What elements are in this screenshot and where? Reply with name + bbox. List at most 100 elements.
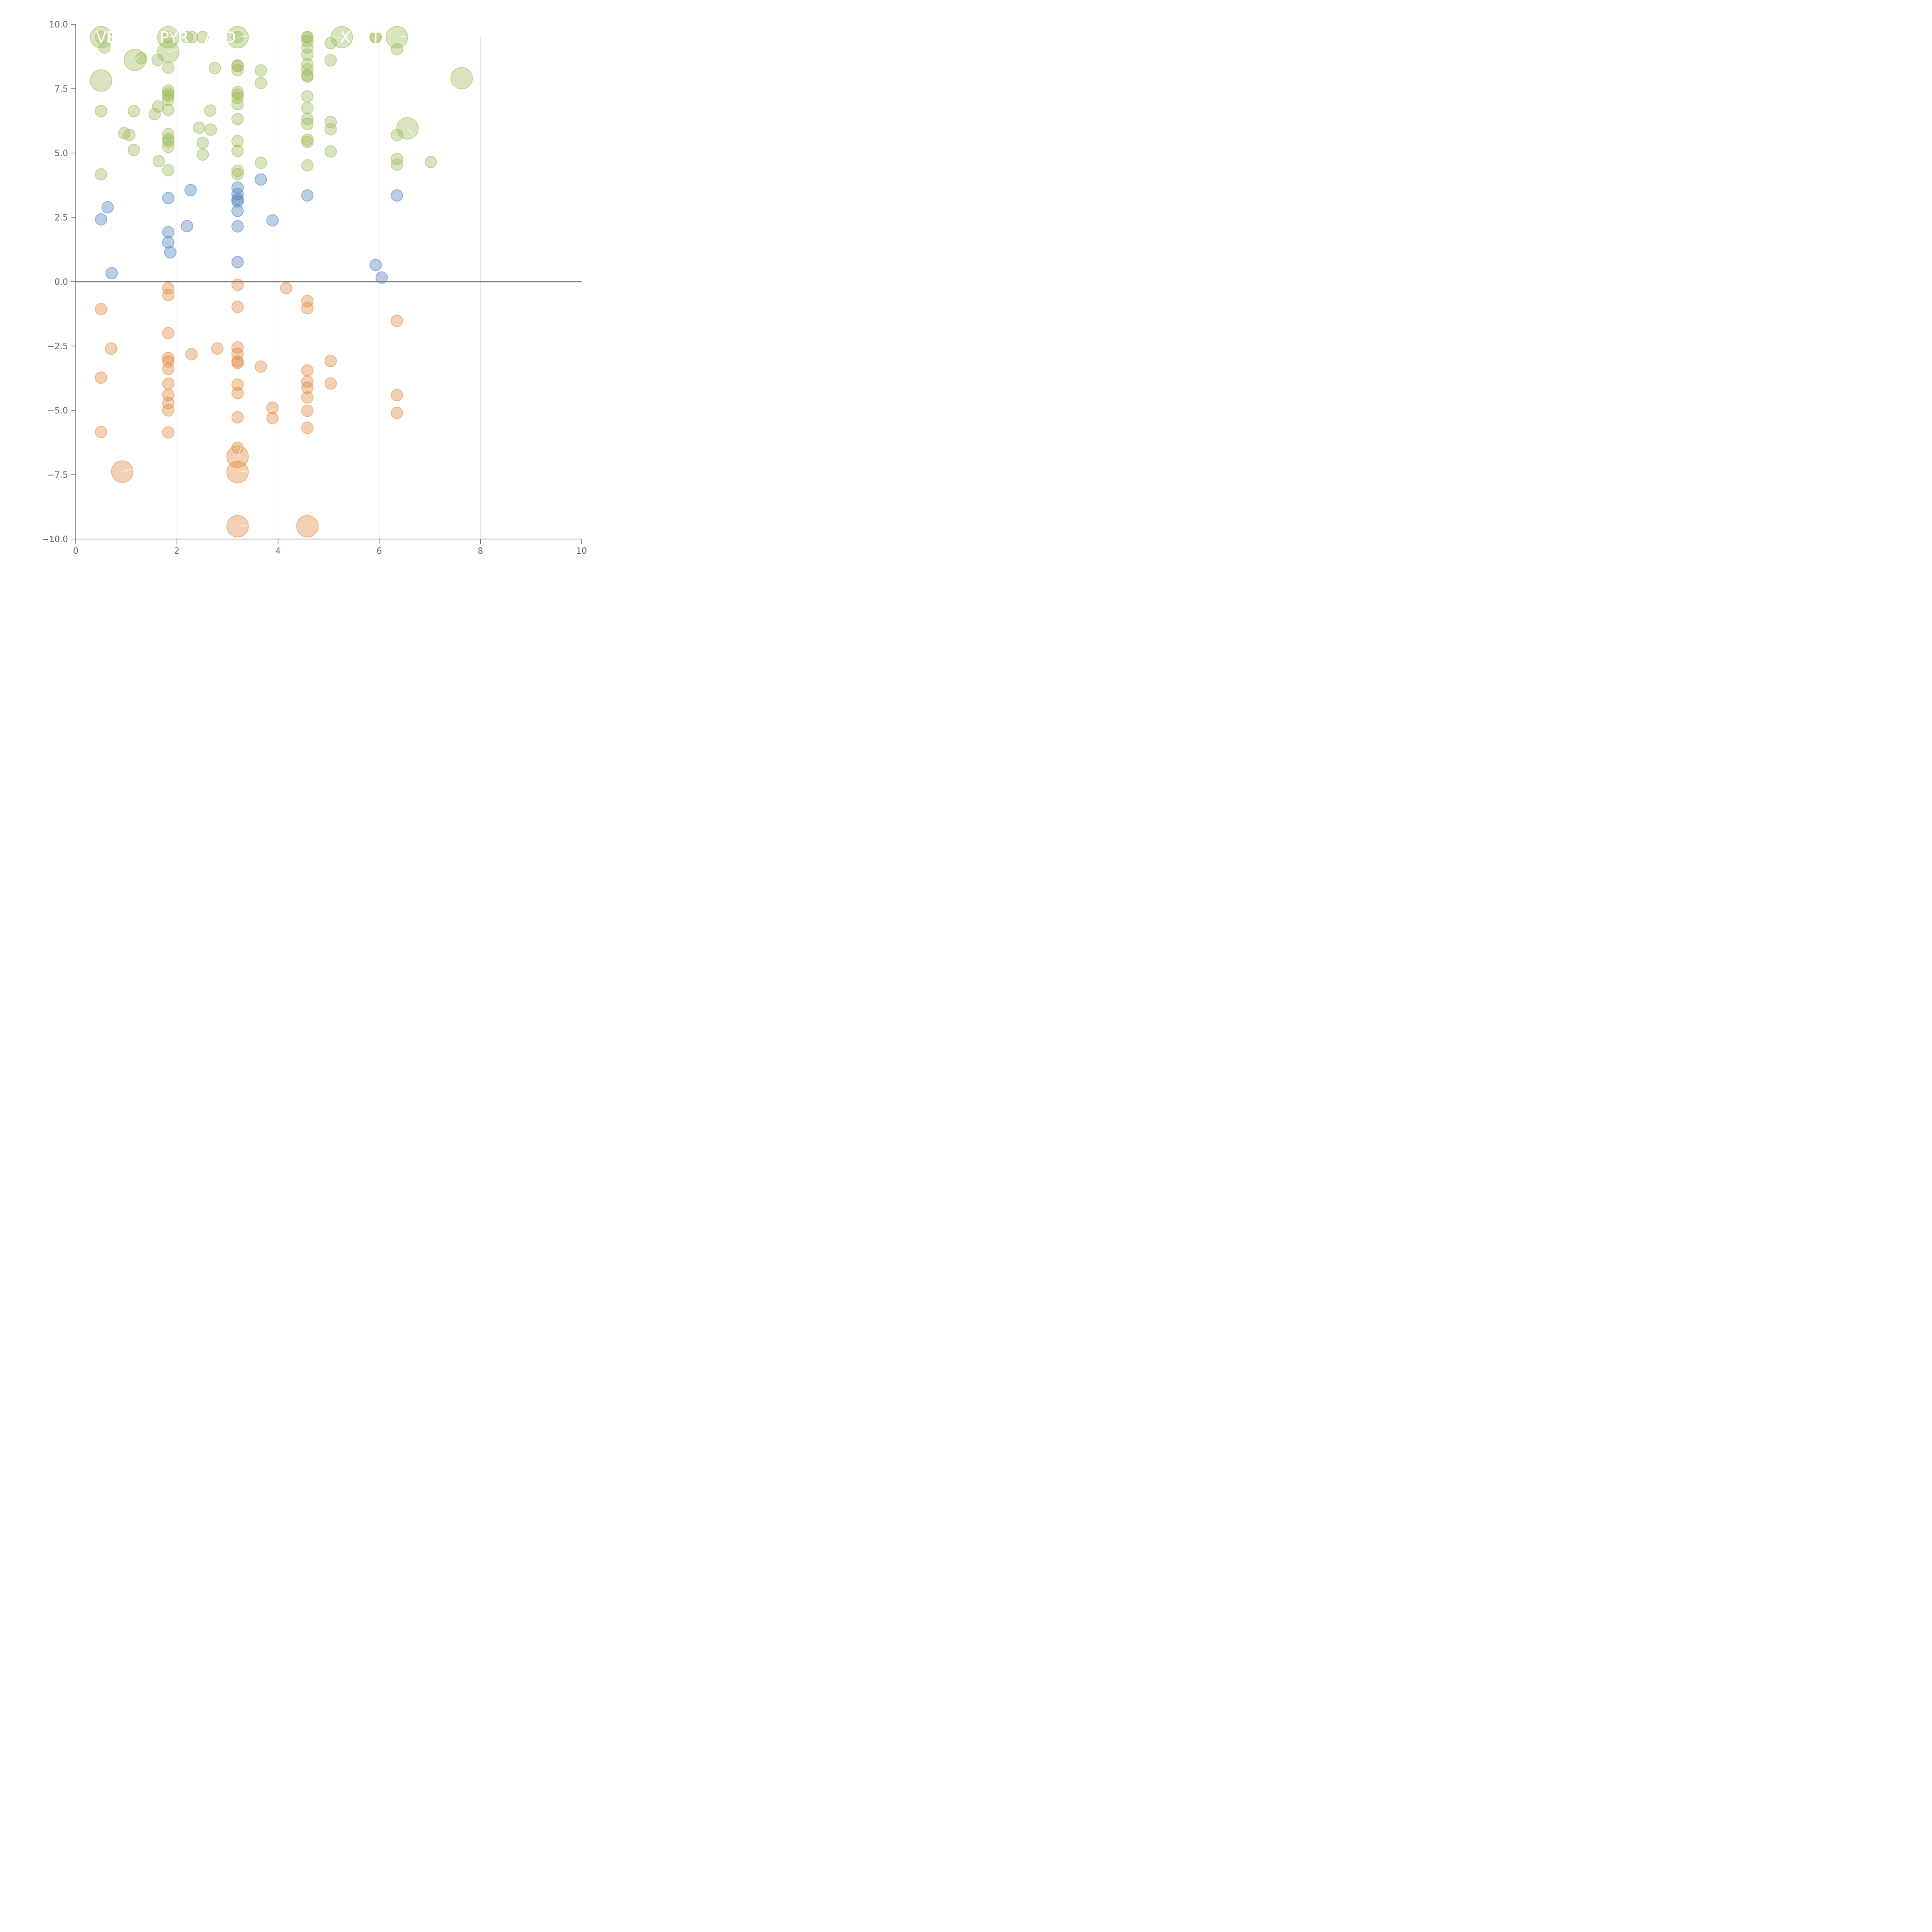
data-point-orange xyxy=(162,377,175,390)
y-tick-label: 0.0 xyxy=(54,277,68,287)
data-point-green xyxy=(391,158,403,171)
data-point-orange xyxy=(162,352,175,364)
data-point-blue xyxy=(162,226,175,239)
data-point-green xyxy=(255,64,267,77)
data-point-green xyxy=(162,61,175,74)
data-point-green xyxy=(90,69,112,92)
annotation-connector xyxy=(237,524,249,527)
data-point-green xyxy=(301,58,314,71)
data-point-orange xyxy=(231,301,244,313)
data-point-green xyxy=(98,41,111,54)
data-point-green xyxy=(186,31,199,44)
data-point-orange xyxy=(162,327,175,340)
data-point-orange xyxy=(162,282,175,294)
annotation-connector xyxy=(237,470,249,473)
data-point-blue xyxy=(255,173,267,186)
data-point-orange xyxy=(162,404,175,417)
data-point-orange xyxy=(211,342,224,355)
data-point-green xyxy=(208,62,221,75)
data-point-green xyxy=(324,116,337,128)
data-point-green xyxy=(128,105,140,117)
data-point-green xyxy=(180,31,193,44)
data-point-blue xyxy=(301,189,314,202)
data-point-green xyxy=(231,64,244,77)
data-point-orange xyxy=(231,387,244,400)
data-point-green xyxy=(301,102,314,114)
data-point-orange xyxy=(162,355,175,368)
data-point-green xyxy=(231,168,244,180)
data-point-green xyxy=(204,104,217,117)
data-point-orange xyxy=(324,355,337,367)
scatter-chart: 10.0 7.5 5.0 2.5 0.0 −2.5 −5.0 −7.5 −10.0 0 2 4 6 8 10… xyxy=(0,0,606,606)
data-point-blue xyxy=(164,246,177,259)
annotation-connector xyxy=(168,34,180,38)
data-point-orange xyxy=(301,294,314,307)
data-point-blue xyxy=(231,195,244,208)
data-point-green xyxy=(301,35,314,48)
data-point-orange xyxy=(95,303,107,316)
data-point-green xyxy=(162,141,175,153)
data-point-green xyxy=(424,156,437,168)
data-point-orange xyxy=(162,426,175,439)
data-point-orange xyxy=(296,515,319,537)
data-point-green xyxy=(162,164,175,177)
data-point-blue xyxy=(184,184,197,196)
data-point-green xyxy=(204,123,217,136)
data-point-orange xyxy=(301,364,314,377)
data-point-green xyxy=(255,156,267,169)
x-tick-label: 2 xyxy=(174,546,180,556)
data-point-orange xyxy=(95,425,107,438)
y-tick-label: −2.5 xyxy=(48,342,68,352)
data-point-green xyxy=(369,31,382,44)
data-point-orange xyxy=(231,411,244,423)
x-tick-label: 0 xyxy=(73,546,78,556)
data-point-green xyxy=(255,77,267,89)
y-tick-label: 2.5 xyxy=(54,213,68,223)
data-point-green xyxy=(231,113,244,126)
data-point-orange xyxy=(231,357,244,369)
data-point-green xyxy=(324,145,337,158)
data-point-green xyxy=(301,70,314,83)
data-point-blue xyxy=(231,220,244,233)
data-point-orange xyxy=(301,422,314,434)
data-point-green xyxy=(90,26,112,49)
y-tick-label: 7.5 xyxy=(54,85,68,94)
data-point-green xyxy=(162,94,175,106)
annotation-label: D xyxy=(224,29,236,46)
data-point-green xyxy=(324,54,337,67)
data-point-green xyxy=(196,31,209,44)
data-point-green xyxy=(324,123,337,136)
data-point-green xyxy=(391,43,403,56)
data-point-orange xyxy=(185,348,198,361)
data-point-green xyxy=(231,164,244,177)
data-point-green xyxy=(95,105,107,117)
data-point-green xyxy=(135,52,148,65)
data-point-green xyxy=(152,155,165,168)
annotation-label: PYR xyxy=(160,29,189,46)
data-point-green xyxy=(301,117,314,130)
data-point-orange xyxy=(324,377,337,390)
data-point-blue xyxy=(369,259,382,271)
y-tick-label: −7.5 xyxy=(48,471,68,480)
data-point-orange xyxy=(95,371,107,384)
data-point-blue xyxy=(162,192,175,204)
y-tick-label: −5.0 xyxy=(48,406,68,416)
data-point-green xyxy=(95,168,107,181)
data-point-green xyxy=(301,31,314,44)
data-point-green xyxy=(231,145,244,157)
data-point-green xyxy=(301,41,314,54)
data-point-blue xyxy=(95,213,107,226)
data-point-blue xyxy=(180,220,193,233)
data-point-green xyxy=(301,112,314,125)
annotation-connector xyxy=(397,36,408,38)
annotation-connector xyxy=(407,128,415,137)
data-point-orange xyxy=(255,360,267,373)
data-point-blue xyxy=(231,188,244,201)
y-tick-label: 5.0 xyxy=(54,149,68,158)
data-point-green xyxy=(450,67,473,90)
data-point-green xyxy=(231,88,244,101)
data-point-green xyxy=(162,104,175,116)
annotation-connector xyxy=(134,56,139,60)
data-point-orange xyxy=(301,391,314,404)
x-tick-label: 6 xyxy=(376,546,382,556)
